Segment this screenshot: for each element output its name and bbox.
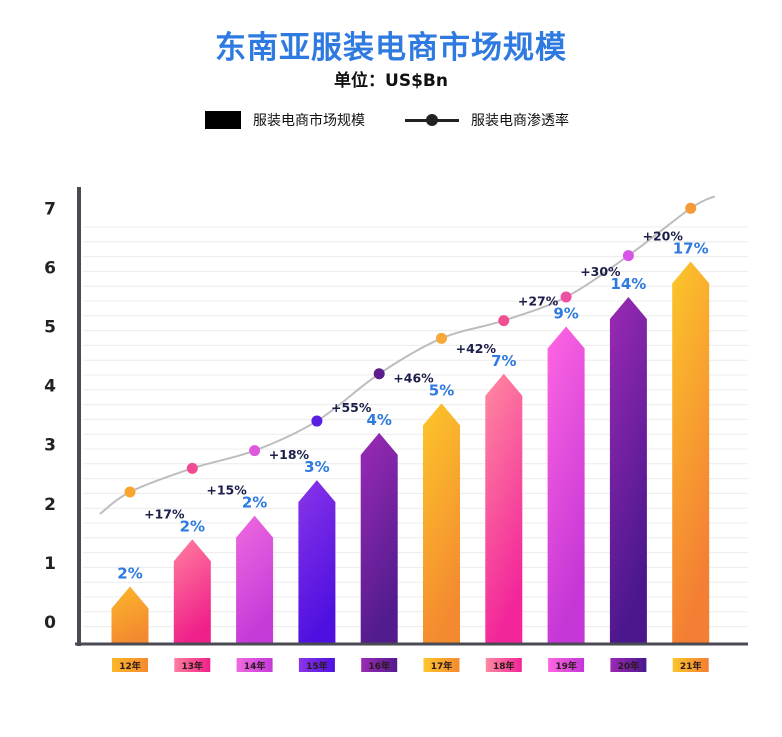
penetration-point	[249, 445, 261, 457]
x-label-tag	[610, 658, 647, 672]
growth-label: +17%	[144, 506, 185, 521]
x-label-tag	[236, 658, 273, 672]
y-tick-label: 7	[44, 199, 56, 219]
x-tick-label: 18年	[493, 660, 515, 672]
penetration-label: 2%	[117, 565, 142, 583]
x-tick-label: 15年	[306, 660, 328, 672]
legend-item-penetration: 服装电商渗透率	[405, 110, 569, 130]
x-label-tag	[423, 658, 460, 672]
axes	[75, 187, 748, 646]
growth-label: +42%	[456, 341, 497, 356]
x-label-tag	[174, 658, 211, 672]
chart-title: 东南亚服装电商市场规模	[215, 30, 567, 66]
x-tick-label: 14年	[244, 660, 266, 672]
penetration-point	[685, 202, 697, 214]
penetration-label: 2%	[180, 517, 205, 535]
penetration-point	[124, 486, 136, 498]
growth-label: +18%	[269, 447, 310, 462]
legend-label-market-size: 服装电商市场规模	[253, 113, 365, 129]
y-tick-label: 3	[44, 436, 56, 456]
bar-12年	[111, 586, 149, 644]
legend-item-market-size: 服装电商市场规模	[205, 110, 365, 130]
penetration-label: 5%	[429, 381, 454, 399]
penetration-line	[99, 195, 716, 515]
bars	[111, 261, 710, 644]
x-label-tag	[485, 658, 522, 672]
bar-16年	[360, 432, 398, 644]
x-tick-label: 13年	[182, 660, 204, 672]
penetration-point	[436, 332, 447, 344]
x-tick-label: 21年	[680, 660, 702, 672]
penetration-point	[498, 315, 510, 327]
bar-13年	[173, 539, 211, 644]
penetration-point	[186, 462, 198, 474]
bar-20年	[609, 296, 647, 644]
growth-label: +27%	[518, 294, 559, 309]
x-tick-label: 12年	[119, 660, 141, 672]
y-axis-ticks: 0 1 2 3 4 5 6 7	[44, 199, 56, 633]
y-tick-label: 2	[44, 495, 56, 515]
growth-label: +20%	[642, 228, 683, 243]
growth-label: +55%	[331, 400, 372, 415]
x-label-tag	[361, 658, 398, 672]
penetration-label: 4%	[366, 411, 391, 429]
x-tick-label: 19年	[555, 660, 577, 672]
bar-19年	[547, 326, 585, 644]
bar-15年	[298, 480, 336, 644]
legend-line-marker-icon	[405, 111, 459, 129]
x-label-tag	[672, 658, 709, 672]
penetration-point	[622, 250, 634, 262]
legend-bar-swatch	[205, 111, 241, 129]
legend-label-penetration: 服装电商渗透率	[471, 113, 569, 129]
x-label-tag	[298, 658, 335, 672]
penetration-label: 9%	[553, 305, 578, 323]
x-tick-label: 17年	[431, 660, 453, 672]
penetration-label: 14%	[610, 275, 646, 293]
growth-label: +15%	[206, 483, 247, 498]
penetration-label: 7%	[491, 352, 516, 370]
legend: 服装电商市场规模 服装电商渗透率	[0, 110, 782, 132]
bar-14年	[236, 515, 274, 644]
y-tick-label: 4	[44, 377, 56, 397]
bar-17年	[423, 403, 460, 644]
x-label-tag	[112, 658, 148, 672]
penetration-point	[373, 368, 385, 380]
y-tick-label: 1	[44, 554, 56, 574]
x-axis-labels: 12年 13年 14年 15年 16年 17年 18年 19年 20年 21年	[112, 658, 709, 672]
x-label-tag	[548, 658, 585, 672]
penetration-label: 17%	[673, 239, 709, 257]
bar-18年	[485, 373, 523, 644]
penetration-point	[560, 291, 572, 303]
penetration-label: 2%	[242, 494, 267, 512]
x-tick-label: 20年	[618, 660, 640, 672]
penetration-point	[311, 415, 323, 427]
data-labels: 2% 2% 2% 3% 4% 5% 7% 9% 14% 17% +17% +15% +18% +55% +4…	[117, 228, 708, 582]
x-tick-label: 16年	[368, 660, 390, 672]
y-tick-label: 5	[44, 318, 56, 338]
chart-subtitle: 单位：US$Bn	[334, 71, 448, 91]
y-tick-label: 6	[44, 258, 56, 278]
bar-21年	[672, 261, 710, 644]
y-tick-label: 0	[44, 613, 56, 633]
penetration-label: 3%	[304, 458, 329, 476]
growth-label: +46%	[393, 370, 434, 385]
growth-label: +30%	[580, 264, 621, 279]
